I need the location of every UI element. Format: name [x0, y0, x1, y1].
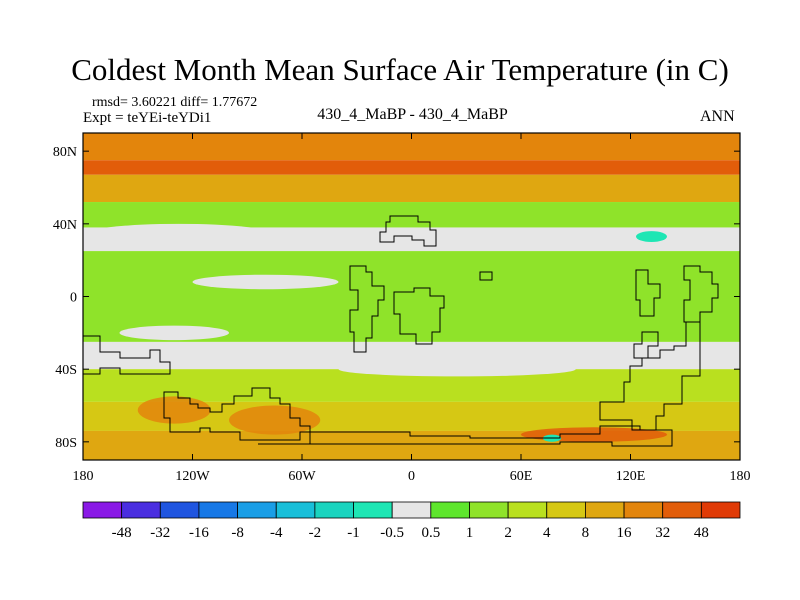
small-island-outline — [479, 271, 493, 281]
colorbar-swatch — [662, 501, 702, 519]
colorbar-label: 32 — [655, 525, 670, 541]
x-tick-label: 180 — [730, 469, 751, 484]
y-tick-label: 0 — [70, 291, 77, 306]
colorbar-swatch — [546, 501, 586, 519]
coastlines — [83, 215, 719, 447]
colorbar-label: -1 — [347, 525, 360, 541]
colorbar-label: 8 — [582, 525, 590, 541]
x-tick-label: 120W — [175, 469, 210, 484]
colorbar-swatch — [391, 501, 432, 519]
colorbar-label: -8 — [231, 525, 244, 541]
near-zero-region — [192, 274, 339, 290]
colorbar-label: 4 — [543, 525, 551, 541]
africa-outline — [393, 287, 445, 345]
warm-region — [137, 396, 211, 424]
eastern-continent-outline — [599, 265, 719, 431]
western-outline — [83, 335, 171, 375]
zonal-band — [83, 202, 740, 228]
x-tick-label: 180 — [73, 469, 94, 484]
y-tick-label: 40S — [55, 363, 77, 378]
southern-continent-outline — [163, 387, 311, 441]
colorbar-label: -48 — [112, 525, 132, 541]
cold-region — [635, 231, 667, 242]
colorbar-swatch — [314, 501, 354, 519]
colorbar-swatch — [507, 501, 548, 519]
near-zero-region — [119, 325, 229, 341]
colorbar-label: 16 — [617, 525, 633, 541]
colorbar-swatch — [237, 501, 277, 519]
x-tick-label: 0 — [408, 469, 415, 484]
colorbar-label: -0.5 — [380, 525, 404, 541]
colorbar-label: -4 — [270, 525, 283, 541]
y-tick-label: 80S — [55, 436, 77, 451]
colorbar-swatch — [198, 501, 238, 519]
stats-line: rmsd= 3.60221 diff= 1.77672 — [92, 95, 258, 110]
y-tick-label: 40N — [53, 218, 77, 233]
x-tick-label: 60W — [288, 469, 316, 484]
y-tick-label: 80N — [53, 145, 77, 160]
colorbar-swatch — [353, 501, 393, 519]
near-zero-region — [548, 227, 704, 246]
x-tick-label: 120E — [616, 469, 646, 484]
warm-region — [521, 427, 667, 442]
warm-region — [229, 405, 321, 435]
colorbar-swatch — [430, 501, 470, 519]
colorbar-swatch — [275, 501, 316, 519]
colorbar-swatch — [585, 501, 625, 519]
colorbar-swatch — [469, 501, 509, 519]
zonal-band — [83, 174, 740, 203]
north-america-outline — [379, 215, 437, 247]
colorbar-swatch — [82, 501, 123, 519]
colorbar-swatch — [159, 501, 200, 519]
colorbar: -48 -32 -16 -8 -4 -2 -1 -0.5 0.5 1 2 4 8 16 32 48 — [82, 501, 741, 541]
period-label: ANN — [700, 108, 735, 125]
near-zero-region — [83, 223, 275, 246]
colorbar-swatch — [623, 501, 664, 519]
near-zero-region — [338, 361, 576, 377]
colorbar-swatch — [121, 501, 161, 519]
x-tick-label: 60E — [510, 469, 533, 484]
colorbar-label: 0.5 — [421, 525, 440, 541]
chart-title: Coldest Month Mean Surface Air Temperatu… — [71, 52, 729, 87]
experiment-line: Expt = teYEi-teYDi1 — [83, 110, 212, 126]
comparison-label: 430_4_MaBP - 430_4_MaBP — [317, 106, 508, 123]
axes: 180 120W 60W 0 60E 120E 180 80N 40N 0 40S 80S — [53, 133, 751, 484]
colorbar-label: -16 — [189, 525, 209, 541]
colorbar-label: 1 — [466, 525, 474, 541]
colorbar-label: -32 — [150, 525, 170, 541]
temperature-field — [83, 133, 740, 460]
colorbar-label: 2 — [504, 525, 512, 541]
antarctic-coast-outline — [258, 425, 673, 447]
zonal-band — [83, 160, 740, 175]
colorbar-label: -2 — [309, 525, 322, 541]
south-america-outline — [349, 265, 385, 353]
colorbar-label: 48 — [694, 525, 709, 541]
colorbar-swatch — [700, 501, 741, 519]
